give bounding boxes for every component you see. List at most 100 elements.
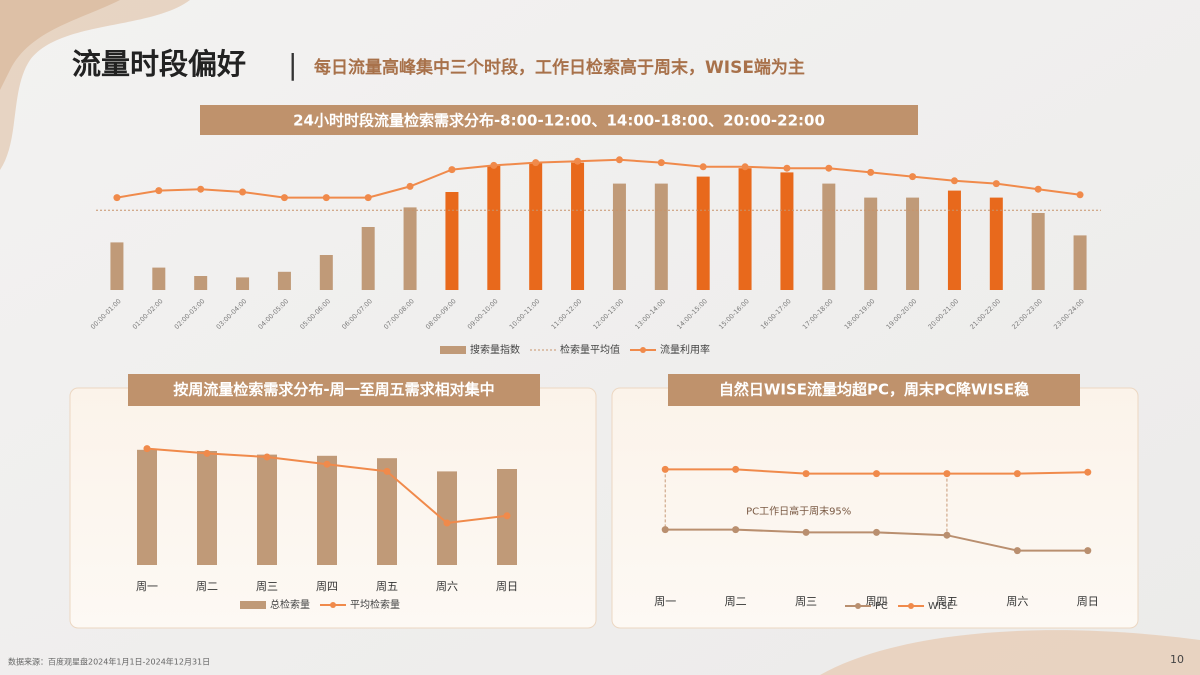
bar	[110, 242, 124, 290]
chart-title: 24小时时段流量检索需求分布-8:00-12:00、14:00-18:00、20…	[293, 112, 825, 130]
legend-label: 流量利用率	[660, 343, 710, 356]
bar	[403, 207, 417, 290]
bar	[947, 190, 961, 290]
legend-swatch	[330, 602, 336, 608]
legend-label: PC	[875, 601, 888, 612]
marker	[657, 159, 665, 167]
marker	[323, 460, 331, 468]
bar	[487, 165, 501, 290]
bar	[319, 255, 333, 290]
marker	[383, 467, 391, 475]
decoration	[0, 0, 190, 170]
slide-subtitle: 每日流量高峰集中三个时段，工作日检索高于周末，WISE端为主	[314, 57, 805, 78]
marker	[732, 526, 740, 534]
marker	[203, 449, 211, 457]
x-tick-label: 周日	[1077, 595, 1099, 608]
legend-label: 平均检索量	[350, 598, 400, 611]
line	[116, 158, 1081, 199]
bar	[361, 227, 375, 290]
legend-swatch	[908, 603, 915, 609]
marker	[1034, 185, 1042, 193]
x-tick-label: 周四	[316, 580, 338, 593]
marker	[322, 194, 330, 202]
marker	[490, 161, 498, 169]
banner	[200, 105, 918, 135]
bar	[571, 162, 585, 290]
legend-label: 总检索量	[270, 598, 310, 611]
bar	[152, 267, 166, 290]
bar	[864, 197, 878, 290]
marker	[992, 180, 1000, 188]
marker	[732, 465, 740, 473]
bar	[277, 271, 291, 290]
chart-title: 自然日WISE流量均超PC，周末PC降WISE稳	[719, 381, 1029, 399]
legend-swatch	[240, 601, 266, 609]
bar	[437, 471, 457, 565]
source-note: 数据来源：百度观星盘2024年1月1日-2024年12月31日	[8, 657, 210, 667]
marker	[802, 470, 810, 478]
marker	[943, 470, 951, 478]
x-tick-label: 周二	[196, 580, 218, 593]
bar	[529, 162, 543, 290]
decoration	[820, 630, 1200, 675]
bar	[236, 277, 250, 290]
bar	[194, 276, 208, 290]
marker	[443, 519, 451, 527]
marker	[943, 531, 951, 539]
x-tick-label: 周四	[866, 595, 888, 608]
marker	[909, 173, 917, 181]
bar	[1073, 235, 1087, 290]
bar	[696, 176, 710, 290]
marker	[197, 185, 205, 193]
marker	[661, 526, 669, 534]
marker	[532, 159, 540, 167]
bar	[445, 192, 459, 290]
marker	[873, 470, 880, 478]
x-tick-label: 周二	[725, 595, 747, 608]
banner	[668, 374, 1080, 406]
bar	[137, 449, 157, 565]
banner	[128, 374, 540, 406]
marker	[1076, 191, 1084, 199]
bar	[1031, 213, 1045, 290]
marker	[1013, 547, 1021, 555]
marker	[155, 187, 163, 195]
page-number: 10	[1170, 653, 1184, 666]
marker	[406, 182, 414, 190]
marker	[503, 512, 511, 520]
chart-title: 按周流量检索需求分布-周一至周五需求相对集中	[173, 381, 494, 399]
bar	[654, 183, 668, 290]
marker	[699, 163, 707, 171]
x-tick-label: 周一	[136, 580, 158, 593]
slide-title: 流量时段偏好	[72, 47, 246, 81]
marker	[143, 445, 151, 453]
x-tick-label: 周五	[936, 595, 958, 608]
legend-label: WISE	[928, 601, 954, 612]
marker	[239, 188, 247, 196]
legend-label: 搜索量指数	[470, 343, 520, 356]
bar	[738, 168, 752, 290]
x-tick-label: 周一	[654, 595, 676, 608]
marker	[1013, 470, 1021, 478]
bar	[906, 197, 920, 290]
marker	[1084, 468, 1092, 476]
marker	[825, 164, 833, 172]
legend-swatch	[640, 347, 646, 353]
x-tick-label: 周五	[376, 580, 398, 593]
marker	[950, 177, 958, 185]
x-tick-label: 周三	[795, 595, 817, 608]
marker	[802, 528, 810, 536]
bar	[612, 183, 626, 290]
marker	[364, 194, 372, 202]
annotation: PC工作日高于周末95%	[746, 505, 851, 518]
bar	[257, 454, 277, 565]
marker	[113, 194, 121, 202]
x-tick-label: 周六	[1006, 595, 1028, 608]
marker	[873, 528, 880, 536]
marker	[1084, 547, 1092, 555]
legend-swatch	[855, 603, 861, 609]
marker	[263, 453, 271, 461]
marker	[741, 163, 749, 171]
bar	[377, 458, 397, 565]
